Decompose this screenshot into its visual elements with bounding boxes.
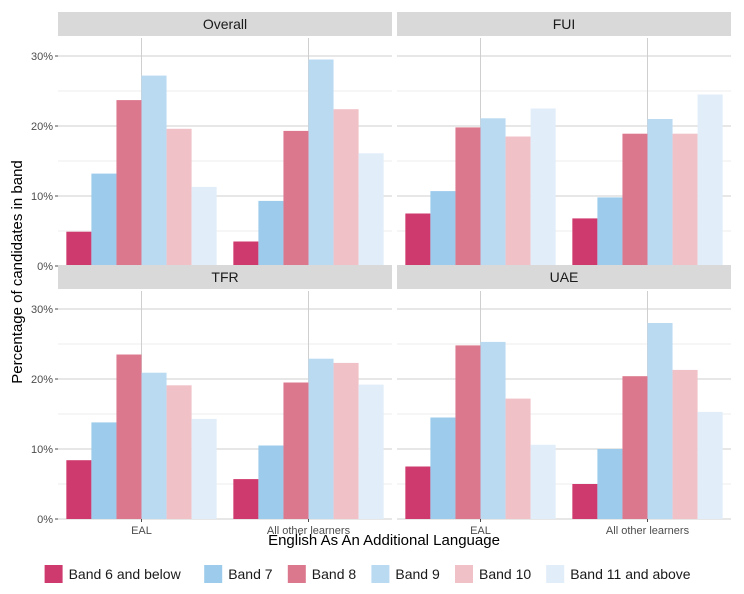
bar	[672, 133, 698, 266]
bar	[191, 186, 217, 266]
bar	[530, 444, 556, 519]
bar	[233, 241, 259, 266]
panel-uae: UAE EAL All other learners	[397, 265, 731, 537]
bar	[91, 422, 117, 519]
panel-title: UAE	[550, 269, 579, 285]
bar	[358, 153, 384, 266]
x-axis-label: English As An Additional Language	[268, 532, 500, 549]
legend-item: Band 8	[287, 565, 357, 583]
panel-tfr: TFR 0% 10% 20% 30% EAL All other learners	[31, 265, 392, 537]
bar	[66, 231, 92, 266]
legend-label: Band 7	[228, 566, 273, 582]
bar	[455, 127, 481, 267]
panel-strip	[58, 12, 392, 36]
bar	[430, 191, 456, 266]
legend-item: Band 9	[371, 565, 440, 583]
bar	[308, 358, 334, 519]
bar	[333, 362, 359, 519]
panel-strip	[397, 265, 731, 289]
bar	[697, 411, 723, 519]
bar	[283, 130, 309, 266]
legend-swatch	[287, 565, 306, 583]
bar	[480, 118, 506, 266]
y-tick-label: 10%	[31, 444, 53, 456]
bar	[572, 484, 598, 519]
y-tick-label: 0%	[37, 261, 53, 273]
panel-strip	[397, 12, 731, 36]
bar	[141, 75, 167, 266]
bar	[166, 128, 192, 266]
panel-overall: Overall 0% 10% 20% 30%	[31, 12, 392, 273]
legend-swatch	[455, 565, 473, 583]
bar	[333, 109, 359, 266]
legend-label: Band 9	[395, 566, 440, 582]
bar	[597, 449, 623, 519]
bar	[505, 136, 531, 266]
panel-title: FUI	[553, 16, 576, 32]
x-tick-label: All other learners	[606, 525, 690, 537]
x-tick-label: EAL	[470, 525, 491, 537]
bar	[622, 376, 648, 519]
bar	[672, 369, 698, 519]
legend-label: Band 10	[479, 566, 531, 582]
bar	[430, 417, 456, 519]
bar	[258, 445, 284, 519]
legend-label: Band 8	[312, 566, 357, 582]
bar	[191, 418, 217, 519]
legend-label: Band 11 and above	[570, 566, 691, 582]
bar	[258, 200, 284, 266]
legend-item: Band 7	[204, 565, 273, 583]
bar	[358, 384, 384, 519]
legend-swatch	[44, 565, 63, 583]
bar	[505, 398, 531, 519]
bar	[530, 108, 556, 266]
bar	[572, 218, 598, 266]
y-tick-label: 10%	[31, 191, 53, 203]
bar	[283, 382, 309, 519]
legend-item: Band 6 and below	[44, 565, 182, 583]
y-tick-label: 20%	[31, 121, 53, 133]
x-tick-label: EAL	[131, 525, 152, 537]
panel-title: Overall	[203, 16, 247, 32]
bar	[308, 59, 334, 266]
bar	[622, 133, 648, 266]
bar	[233, 479, 259, 519]
y-axis-label: Percentage of candidates in band	[9, 160, 26, 384]
y-tick-label: 30%	[31, 304, 53, 316]
legend-swatch	[371, 565, 390, 583]
bar	[91, 173, 117, 266]
legend-swatch	[546, 565, 565, 583]
bar	[66, 460, 92, 519]
y-tick-label: 20%	[31, 374, 53, 386]
bar	[166, 385, 192, 519]
bar	[116, 354, 142, 519]
x-tick-label: All other learners	[267, 525, 351, 537]
legend-item: Band 10	[455, 565, 531, 583]
bar	[597, 197, 623, 266]
legend-swatch	[204, 565, 223, 583]
bar	[647, 323, 673, 519]
panel-title: TFR	[211, 269, 238, 285]
bar	[405, 466, 431, 519]
legend-item: Band 11 and above	[546, 565, 691, 583]
chart-panels: Overall 0% 10% 20% 30% FUI TFR 0% 10% 20% 30% EAL Al…	[31, 12, 731, 537]
legend-label: Band 6 and below	[69, 566, 182, 582]
panel-fui: FUI	[397, 12, 731, 267]
bar	[455, 345, 481, 519]
panel-strip	[58, 265, 392, 289]
bar	[480, 341, 506, 519]
y-tick-label: 0%	[37, 514, 53, 526]
legend: Band 6 and below Band 7 Band 8 Band 9 Band 1…	[44, 565, 691, 583]
bar	[647, 119, 673, 266]
bar	[697, 94, 723, 266]
bar	[116, 100, 142, 266]
bar	[405, 213, 431, 266]
bar	[141, 372, 167, 519]
y-tick-label: 30%	[31, 51, 53, 63]
